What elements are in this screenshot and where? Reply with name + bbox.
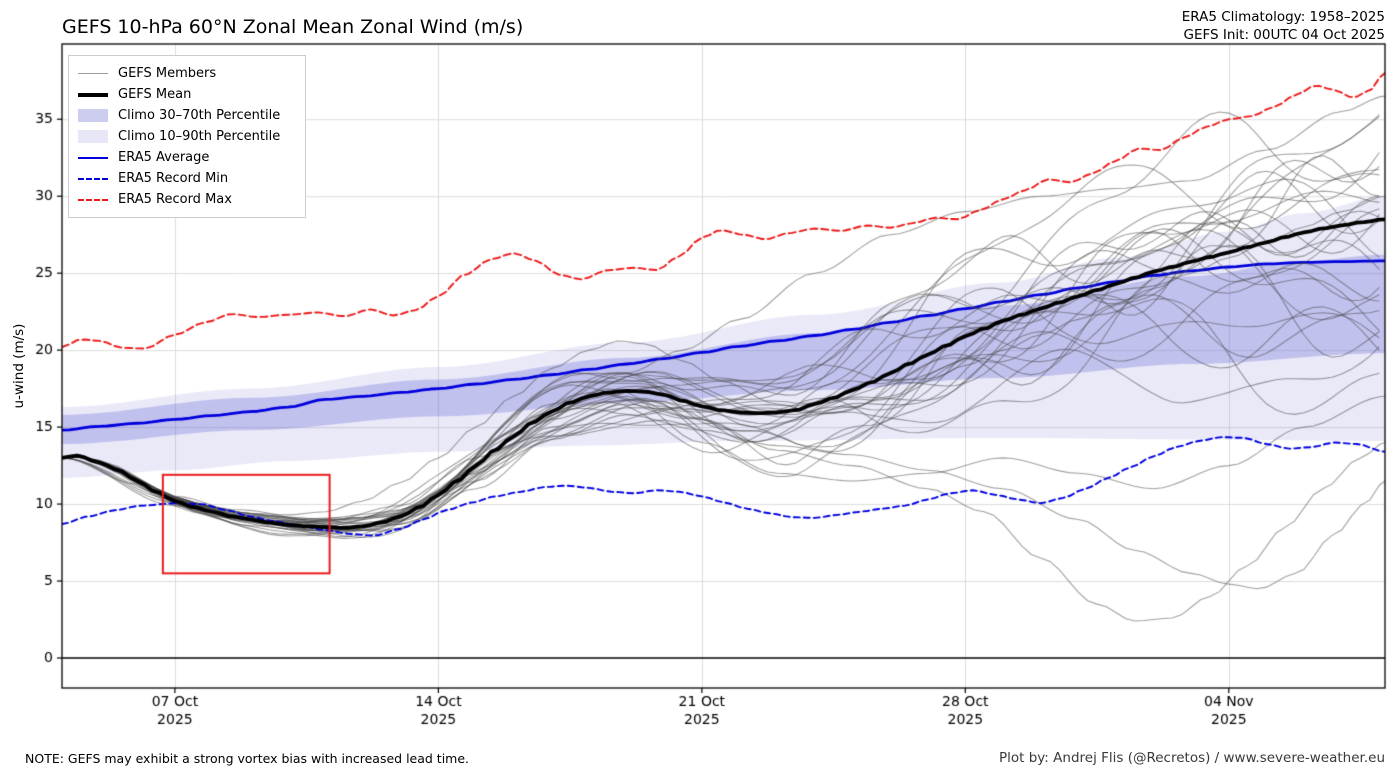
climo-outer-patch-sample [78,130,108,143]
era5-record-min-line-sample [78,177,108,180]
legend: GEFS Members GEFS Mean Climo 30–70th Per… [68,55,306,218]
era5-average-line-sample [78,156,108,159]
y-axis-label: u-wind (m/s) [11,323,27,409]
legend-item-gefs-mean: GEFS Mean [78,84,295,105]
init-time-label: GEFS Init: 00UTC 04 Oct 2025 [1183,27,1386,44]
footer-credit: Plot by: Andrej Flis (@Recretos) / www.s… [999,750,1385,766]
legend-item-era5-average: ERA5 Average [78,147,295,168]
page-title: GEFS 10-hPa 60°N Zonal Mean Zonal Wind (… [62,16,524,38]
legend-item-era5-record-min: ERA5 Record Min [78,168,295,189]
gefs-members-line-sample [78,73,108,74]
era5-record-max-line-sample [78,198,108,201]
climo-inner-patch-sample [78,109,108,122]
footer-note: NOTE: GEFS may exhibit a strong vortex b… [25,751,470,766]
climatology-range-label: ERA5 Climatology: 1958–2025 [1181,9,1385,25]
header-meta: ERA5 Climatology: 1958–2025 GEFS Init: 0… [1182,8,1385,44]
legend-item-climo-outer: Climo 10–90th Percentile [78,126,295,147]
legend-item-climo-inner: Climo 30–70th Percentile [78,105,295,126]
legend-item-gefs-members: GEFS Members [78,63,295,84]
gefs-mean-line-sample [78,92,108,97]
legend-item-era5-record-max: ERA5 Record Max [78,189,295,210]
